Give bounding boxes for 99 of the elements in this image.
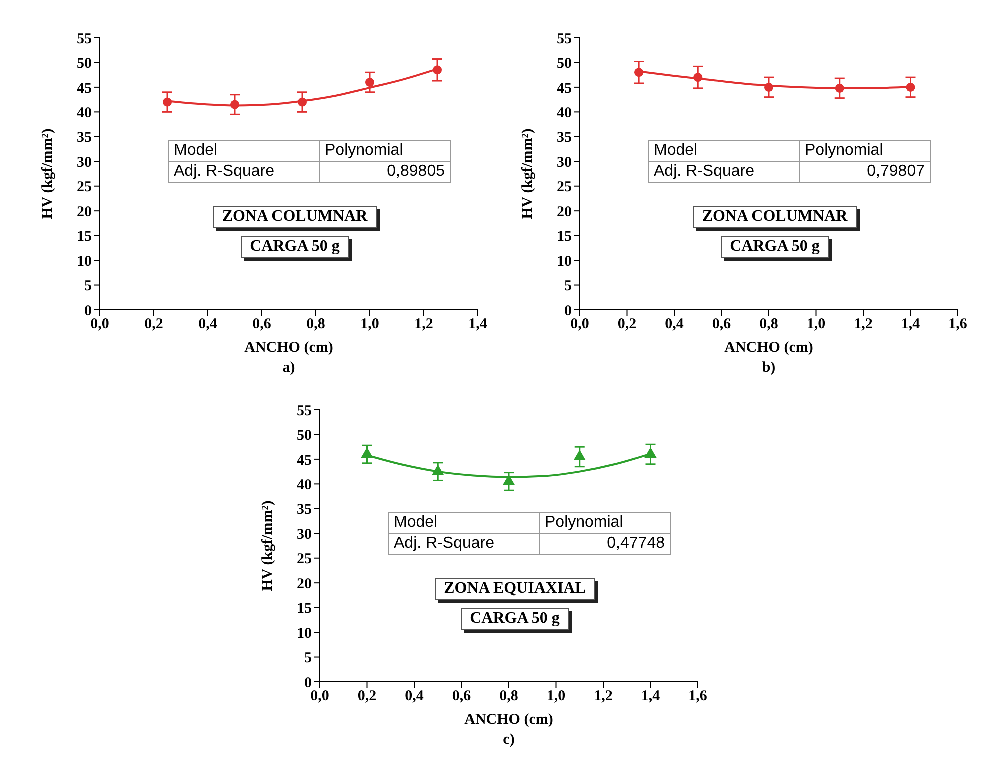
annotation: ZONA COLUMNAR: [693, 206, 857, 228]
annotation: ZONA COLUMNAR: [213, 206, 377, 228]
y-tick-label: 20: [77, 204, 92, 220]
annotation: Model: [388, 512, 540, 534]
y-tick-label: 30: [557, 154, 572, 171]
x-tick-label: 1,0: [360, 316, 380, 333]
y-axis-title: HV (kgf/mm²): [40, 128, 56, 220]
y-tick-label: 25: [77, 180, 92, 196]
annotation: CARGA 50 g: [241, 236, 349, 258]
annotation: CARGA 50 g: [721, 236, 829, 258]
x-tick-label: 0,8: [760, 316, 778, 333]
annotation: Model: [648, 140, 800, 162]
y-tick-label: 25: [297, 552, 312, 568]
y-tick-label: 10: [77, 254, 92, 270]
x-tick-label: 1,4: [468, 316, 488, 333]
y-tick-label: 30: [77, 154, 92, 171]
y-tick-label: 45: [77, 80, 92, 97]
y-tick-label: 40: [297, 478, 312, 494]
x-tick-label: 0,6: [252, 316, 272, 333]
y-tick-label: 35: [557, 130, 572, 146]
x-tick-label: 0,2: [358, 688, 377, 705]
annotation: 0,79807: [800, 162, 930, 182]
x-axis-title: ANCHO (cm): [724, 340, 814, 357]
y-axis-title: HV (kgf/mm²): [520, 128, 536, 220]
x-tick-label: 0,8: [500, 688, 518, 705]
x-tick-label: 1,4: [901, 316, 921, 333]
x-tick-label: 1,0: [546, 688, 566, 705]
x-tick-label: 1,2: [414, 316, 434, 333]
x-tick-label: 1,2: [594, 688, 613, 705]
text: c): [502, 732, 516, 749]
point: [432, 66, 442, 75]
y-tick-label: 55: [557, 31, 572, 48]
y-tick-label: 40: [77, 106, 92, 122]
point: [432, 464, 444, 476]
annotation: 0,47748: [540, 534, 670, 554]
x-tick-label: 0,6: [712, 316, 732, 333]
point: [644, 447, 657, 458]
y-tick-label: 15: [77, 229, 92, 246]
annotation: Polynomial: [540, 512, 670, 534]
annotation: Adj. R-Square: [648, 162, 800, 182]
y-tick-label: 35: [297, 502, 312, 518]
x-tick-label: 1,6: [948, 316, 968, 333]
x-axis-title: ANCHO (cm): [464, 712, 554, 729]
y-tick-label: 0: [564, 303, 572, 320]
annotation: Adj. R-Square: [168, 162, 320, 182]
y-tick-label: 45: [557, 80, 572, 97]
y-tick-label: 35: [77, 130, 92, 146]
x-tick-label: 1,6: [688, 688, 708, 705]
point: [361, 447, 374, 458]
y-tick-label: 20: [297, 576, 312, 592]
point: [230, 100, 240, 110]
annotation: 0,89805: [320, 162, 450, 182]
x-tick-label: 0,0: [90, 316, 110, 333]
point: [574, 450, 586, 460]
y-tick-label: 50: [77, 56, 92, 72]
x-tick-label: 0,0: [570, 316, 590, 333]
annotation: Polynomial: [800, 140, 930, 162]
y-tick-label: 0: [304, 675, 312, 692]
point: [162, 98, 172, 107]
x-tick-label: 0,4: [665, 316, 684, 333]
y-tick-label: 15: [557, 229, 572, 246]
y-tick-label: 5: [564, 278, 572, 295]
y-tick-label: 55: [77, 31, 92, 48]
y-tick-label: 10: [297, 626, 312, 642]
y-tick-label: 15: [297, 601, 312, 618]
x-tick-label: 0,8: [306, 316, 326, 333]
x-tick-label: 1,4: [641, 688, 661, 705]
y-tick-label: 25: [557, 180, 572, 196]
point: [365, 78, 375, 88]
x-tick-label: 0,2: [618, 316, 637, 333]
x-tick-label: 0,6: [452, 688, 472, 705]
point: [502, 474, 516, 486]
x-tick-label: 1,2: [854, 316, 873, 333]
y-tick-label: 0: [84, 303, 92, 320]
point: [298, 98, 308, 107]
x-axis-title: ANCHO (cm): [244, 340, 334, 357]
y-tick-label: 10: [557, 254, 572, 270]
x-tick-label: 1,0: [806, 316, 826, 333]
y-tick-label: 45: [297, 452, 312, 469]
text: a): [282, 360, 296, 377]
y-tick-label: 50: [557, 56, 572, 72]
text: b): [761, 360, 777, 377]
y-tick-label: 30: [297, 526, 312, 543]
y-axis-title: HV (kgf/mm²): [260, 500, 276, 592]
y-tick-label: 40: [557, 106, 572, 122]
x-tick-label: 0,4: [405, 688, 424, 705]
x-tick-label: 0,2: [144, 316, 164, 333]
y-tick-label: 5: [84, 278, 92, 295]
annotation: Adj. R-Square: [388, 534, 540, 554]
y-tick-label: 20: [557, 204, 572, 220]
x-tick-label: 0,0: [310, 688, 330, 705]
annotation: ZONA EQUIAXIAL: [435, 578, 595, 600]
y-tick-label: 5: [304, 650, 312, 667]
y-tick-label: 50: [297, 428, 312, 444]
annotation: Model: [168, 140, 320, 162]
y-tick-label: 55: [297, 403, 312, 420]
annotation: CARGA 50 g: [461, 608, 569, 630]
annotation: Polynomial: [320, 140, 450, 162]
x-tick-label: 0,4: [198, 316, 218, 333]
